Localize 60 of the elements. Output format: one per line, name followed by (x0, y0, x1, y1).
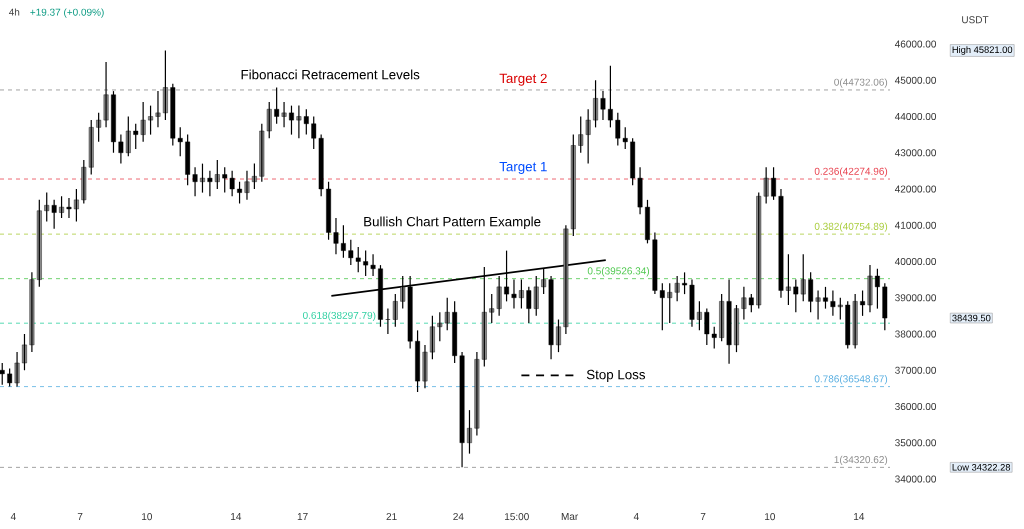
chart-subtitle: +19.37 (+0.09%) (30, 8, 104, 18)
x-tick-label: 17 (297, 513, 308, 520)
y-tick-label: 39000.00 (895, 294, 937, 302)
text: USDT (962, 16, 989, 24)
x-tick-label: 15:00 (505, 513, 529, 521)
candlestick (148, 105, 153, 136)
candlestick (200, 163, 205, 194)
candlestick (66, 197, 72, 219)
candlestick (860, 289, 865, 317)
y-tick-label: 44000.00 (894, 112, 937, 121)
candlestick (392, 293, 398, 328)
y-tick-label: 46000.00 (894, 40, 937, 48)
y-tick-label: 35000.00 (895, 439, 937, 447)
ref-line-label: 0.5(39526.34) (587, 267, 650, 277)
x-tick-label: 14 (854, 513, 865, 520)
x-tick-label: 14 (231, 513, 242, 520)
text: Low 34322.28 (952, 464, 1011, 471)
x-tick-label: 4 (10, 513, 16, 520)
candlestick (59, 195, 64, 219)
text: 38439.50 (952, 314, 991, 322)
annotation: Target 2 (499, 73, 547, 86)
candlestick (823, 286, 828, 310)
y-tick-label: 40000.00 (894, 257, 937, 266)
annotation: Target 1 (499, 162, 547, 174)
annotation: Stop Loss (586, 369, 646, 382)
ref-line-label: 0.786(36548.67) (814, 375, 888, 385)
annotation: Fibonacci Retracement Levels (241, 69, 420, 80)
x-tick-label: 10 (142, 513, 153, 521)
y-tick-label: 45000.00 (894, 76, 937, 84)
text: High 45821.00 (952, 46, 1013, 55)
ref-line-label: 0.618(38297.79) (302, 311, 376, 321)
ref-line-label: 0.382(40754.89) (814, 222, 888, 232)
x-tick-label: 7 (700, 513, 706, 520)
y-tick-label: 43000.00 (894, 149, 937, 157)
y-tick-label: 34000.00 (895, 475, 937, 483)
candlestick (0, 362, 5, 386)
ref-line-label: 0(44732.06) (834, 78, 888, 88)
candlestick (73, 188, 79, 223)
candlestick (289, 105, 294, 136)
y-tick-label: 36000.00 (895, 402, 937, 411)
candlestick (785, 253, 791, 306)
y-tick-label: 42000.00 (894, 185, 937, 193)
x-tick-label: Mar (561, 513, 579, 521)
candlestick (511, 279, 517, 310)
y-tick-label: 37000.00 (895, 366, 937, 374)
y-tick-label: 41000.00 (894, 221, 937, 229)
x-tick-label: 24 (453, 513, 464, 521)
candlestick (237, 181, 242, 205)
candlestick (874, 268, 880, 310)
x-tick-label: 7 (77, 513, 83, 520)
x-tick-label: 21 (386, 513, 397, 521)
y-tick-label: 38000.00 (895, 330, 937, 338)
ref-line-label: 1(34320.62) (834, 455, 888, 466)
annotation: Bullish Chart Pattern Example (364, 216, 541, 229)
candlestick (882, 282, 888, 331)
ref-line-label: 0.236(42274.96) (814, 167, 888, 177)
chart-title: 4h (8, 8, 20, 16)
candlestick (682, 271, 687, 295)
x-tick-label: 10 (765, 513, 776, 521)
x-tick-label: 4 (633, 513, 639, 520)
